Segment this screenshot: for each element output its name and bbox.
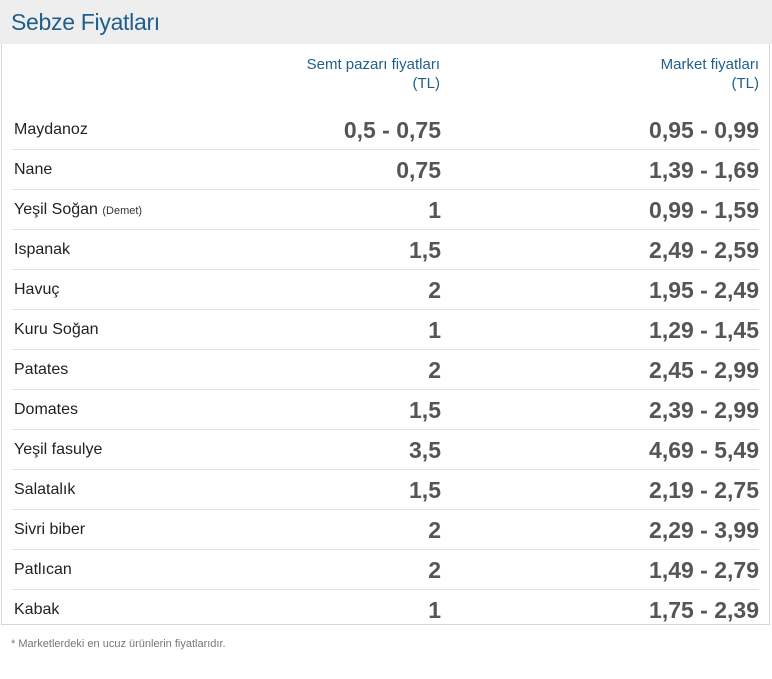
semt-price: 0,75 <box>396 157 441 183</box>
vegetable-label: Kuru Soğan <box>14 321 99 338</box>
market-price: 1,39 - 1,69 <box>649 157 759 183</box>
table-row: Havuç 2 1,95 - 2,49 <box>12 270 759 310</box>
vegetable-label: Havuç <box>14 281 60 298</box>
column-header-semt-unit: (TL) <box>412 75 441 92</box>
semt-price: 1 <box>428 317 441 343</box>
market-price: 4,69 - 5,49 <box>649 437 759 463</box>
vegetable-label: Patates <box>14 361 69 378</box>
table-body: Maydanoz 0,5 - 0,75 0,95 - 0,99 Nane 0,7… <box>2 110 769 630</box>
vegetable-name: Maydanoz <box>14 120 88 140</box>
vegetable-label: Sivri biber <box>14 521 86 538</box>
vegetable-label: Patlıcan <box>14 561 72 578</box>
market-price: 2,29 - 3,99 <box>649 517 759 543</box>
table-row: Patates 2 2,45 - 2,99 <box>12 350 759 390</box>
semt-price: 0,5 - 0,75 <box>343 117 441 143</box>
market-price: 0,95 - 0,99 <box>649 117 759 143</box>
vegetable-label: Yeşil Soğan <box>14 201 98 218</box>
table-row: Patlıcan 2 1,49 - 2,79 <box>12 550 759 590</box>
table-row: Maydanoz 0,5 - 0,75 0,95 - 0,99 <box>12 110 759 150</box>
column-header-semt-label: Semt pazarı fiyatları <box>306 56 440 73</box>
table-row: Yeşil fasulye 3,5 4,69 - 5,49 <box>12 430 759 470</box>
semt-price: 2 <box>428 277 441 303</box>
vegetable-name: Ispanak <box>14 240 70 260</box>
vegetable-label: Domates <box>14 401 79 418</box>
vegetable-name: Sivri biber <box>14 520 85 540</box>
market-price: 2,45 - 2,99 <box>649 357 759 383</box>
table-row: Kuru Soğan 1 1,29 - 1,45 <box>12 310 759 350</box>
vegetable-name: Yeşil Soğan (Demet) <box>14 200 142 221</box>
page-title: Sebze Fiyatları <box>11 9 160 35</box>
market-price: 1,75 - 2,39 <box>649 597 759 623</box>
semt-price: 1,5 <box>409 477 441 503</box>
market-price: 1,29 - 1,45 <box>649 317 759 343</box>
footnote: * Marketlerdeki en ucuz ürünlerin fiyatl… <box>11 638 226 650</box>
table-row: Kabak 1 1,75 - 2,39 <box>12 590 759 630</box>
market-price: 0,99 - 1,59 <box>649 197 759 223</box>
semt-price: 3,5 <box>409 437 441 463</box>
table-row: Sivri biber 2 2,29 - 3,99 <box>12 510 759 550</box>
table-row: Yeşil Soğan (Demet) 1 0,99 - 1,59 <box>12 190 759 230</box>
vegetable-name: Nane <box>14 160 52 180</box>
table-row: Domates 1,5 2,39 - 2,99 <box>12 390 759 430</box>
vegetable-name: Salatalık <box>14 480 75 500</box>
semt-price: 1 <box>428 197 441 223</box>
semt-price: 1 <box>428 597 441 623</box>
vegetable-name: Havuç <box>14 280 59 300</box>
column-header-semt: Semt pazarı fiyatları (TL) <box>240 55 440 93</box>
vegetable-name: Domates <box>14 400 78 420</box>
semt-price: 1,5 <box>409 397 441 423</box>
semt-price: 2 <box>428 357 441 383</box>
market-price: 1,95 - 2,49 <box>649 277 759 303</box>
semt-price: 2 <box>428 517 441 543</box>
price-table: Semt pazarı fiyatları (TL) Market fiyatl… <box>1 44 770 625</box>
market-price: 2,49 - 2,59 <box>649 237 759 263</box>
vegetable-name: Kuru Soğan <box>14 320 99 340</box>
semt-price: 2 <box>428 557 441 583</box>
market-price: 1,49 - 2,79 <box>649 557 759 583</box>
vegetable-label: Kabak <box>14 601 60 618</box>
table-row: Ispanak 1,5 2,49 - 2,59 <box>12 230 759 270</box>
column-header-market-label: Market fiyatları <box>660 56 759 73</box>
vegetable-label: Salatalık <box>14 481 76 498</box>
vegetable-unit-note: (Demet) <box>102 205 143 217</box>
column-header-market-unit: (TL) <box>731 75 760 92</box>
table-row: Salatalık 1,5 2,19 - 2,75 <box>12 470 759 510</box>
vegetable-name: Kabak <box>14 600 59 620</box>
market-price: 2,19 - 2,75 <box>649 477 759 503</box>
vegetable-label: Ispanak <box>14 241 71 258</box>
page-header: Sebze Fiyatları <box>0 0 772 44</box>
vegetable-name: Patates <box>14 360 68 380</box>
semt-price: 1,5 <box>409 237 441 263</box>
vegetable-name: Yeşil fasulye <box>14 440 102 460</box>
table-row: Nane 0,75 1,39 - 1,69 <box>12 150 759 190</box>
vegetable-label: Nane <box>14 161 53 178</box>
vegetable-name: Patlıcan <box>14 560 72 580</box>
vegetable-label: Yeşil fasulye <box>14 441 103 458</box>
market-price: 2,39 - 2,99 <box>649 397 759 423</box>
vegetable-label: Maydanoz <box>14 121 88 138</box>
column-header-market: Market fiyatları (TL) <box>559 55 759 93</box>
